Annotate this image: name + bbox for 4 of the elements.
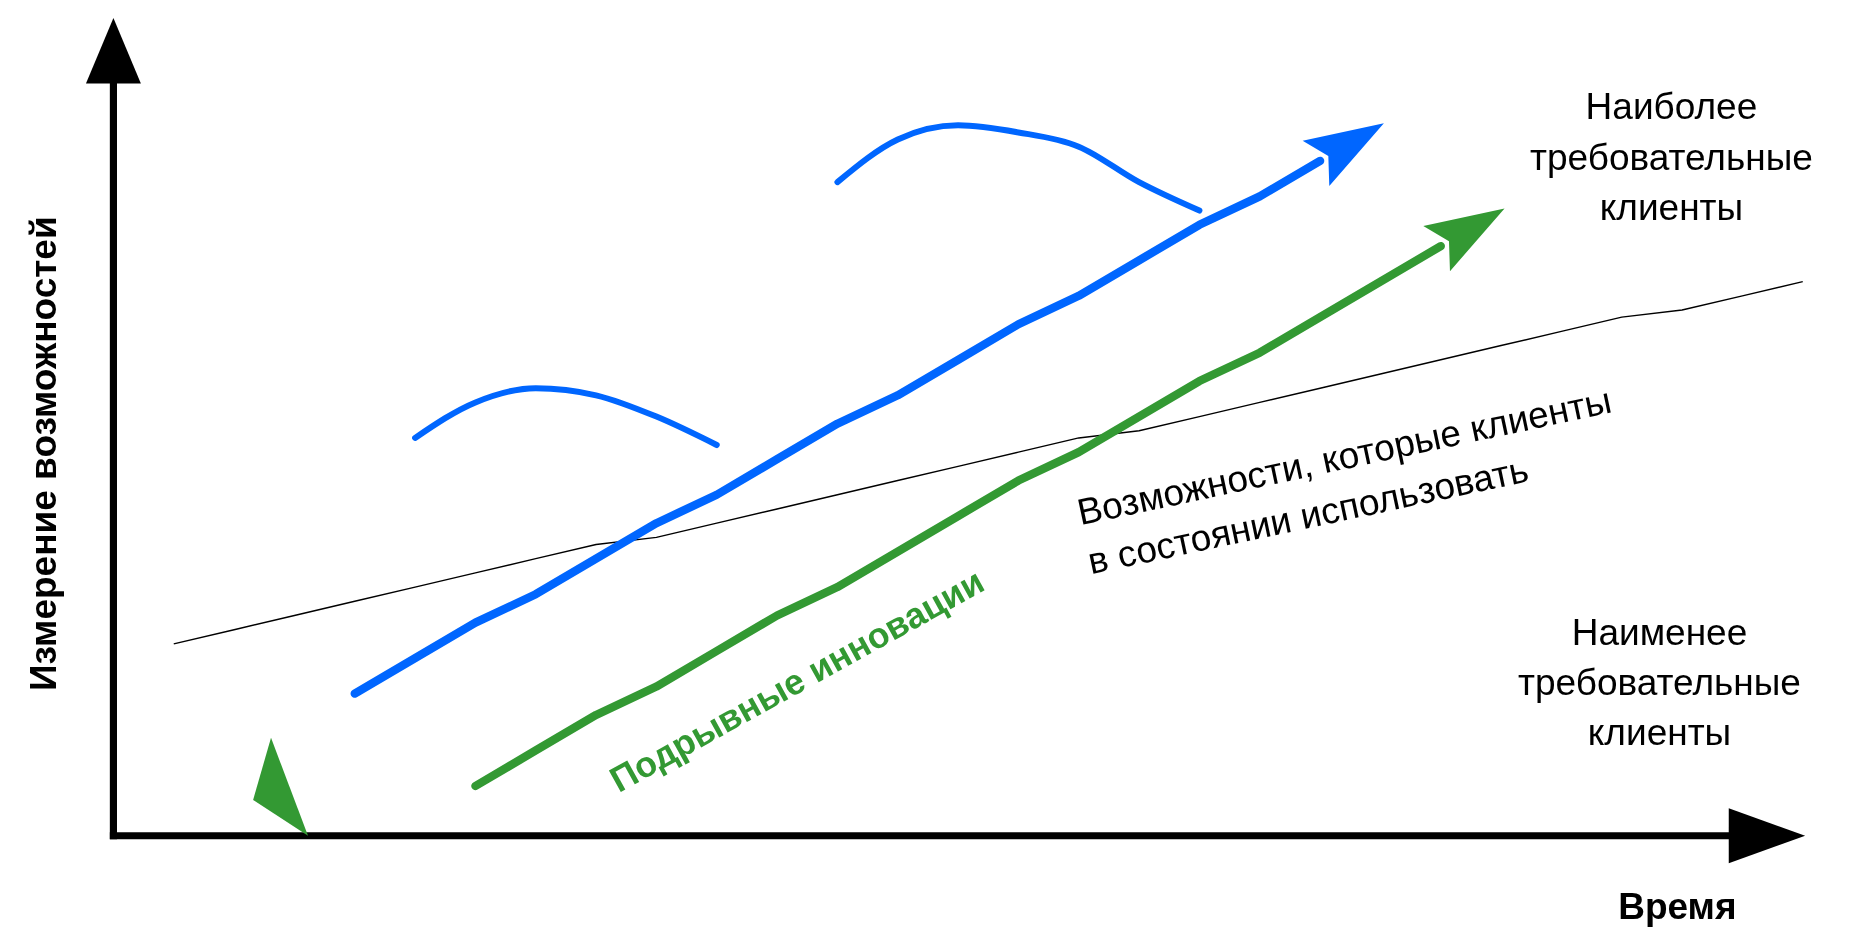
y-axis-title: Измерение возможностей	[22, 216, 65, 692]
annotation: Наименее требовательные клиенты	[1518, 610, 1801, 753]
annotation: Наиболее требовательные клиенты	[1530, 85, 1813, 228]
x-axis-title: Время	[1618, 885, 1737, 928]
